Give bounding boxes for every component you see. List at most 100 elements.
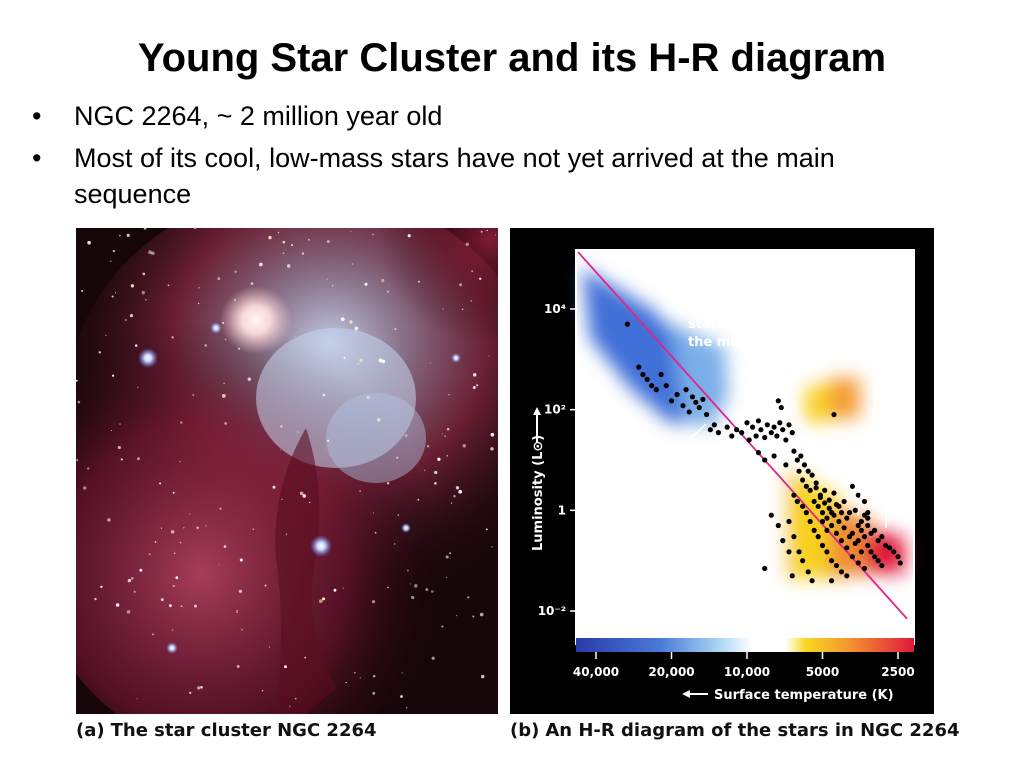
- photo-star: [404, 434, 408, 438]
- star-point: [813, 480, 819, 486]
- y-axis-label: Luminosity (L⊙): [531, 435, 546, 551]
- photo-star: [224, 338, 227, 341]
- star-point: [838, 569, 845, 575]
- photo-star: [112, 250, 115, 253]
- star-point: [855, 492, 861, 498]
- star-point: [813, 485, 819, 491]
- photo-star: [130, 577, 134, 580]
- photo-star: [142, 272, 146, 276]
- photo-star: [350, 231, 352, 233]
- photo-star: [194, 228, 197, 230]
- star-point: [803, 510, 809, 516]
- star-point: [801, 462, 808, 468]
- star-point: [807, 518, 813, 525]
- photo-star: [397, 514, 399, 516]
- photo-star: [486, 229, 488, 232]
- photo-star: [459, 283, 463, 287]
- photo-star: [291, 243, 294, 247]
- star-point: [724, 424, 730, 430]
- photo-star: [366, 395, 371, 400]
- y-axis-ticks: 10⁴ 10² 1 10⁻²: [538, 302, 578, 618]
- star-point: [789, 573, 795, 579]
- photo-star: [461, 308, 464, 310]
- bullet-marker: •: [32, 143, 42, 173]
- bullet-text: Most of its cool, low-mass stars have no…: [74, 143, 835, 209]
- photo-star: [127, 578, 132, 583]
- photo-star: [394, 328, 397, 331]
- photo-star: [239, 558, 243, 562]
- photo-star: [326, 278, 328, 280]
- photo-star: [148, 250, 152, 255]
- star-point: [686, 409, 692, 415]
- star-point: [739, 430, 745, 436]
- star-point: [696, 404, 702, 411]
- x-tick-label: 10,000: [724, 665, 770, 679]
- photo-star: [282, 240, 286, 244]
- star-point: [849, 530, 855, 536]
- photo-star: [294, 697, 297, 700]
- star-point: [809, 578, 815, 584]
- photo-star: [434, 470, 438, 475]
- star-point: [762, 434, 768, 441]
- star-point: [653, 387, 659, 393]
- photo-star: [83, 486, 87, 490]
- star-point: [663, 383, 669, 389]
- photo-star: [449, 552, 452, 555]
- photo-star: [236, 665, 240, 668]
- annotation-line: that most of its cool, low-mass: [688, 299, 914, 314]
- photo-star: [159, 482, 162, 485]
- photo-star: [417, 498, 420, 501]
- annotation-line: stars have not yet arrived at: [688, 317, 898, 332]
- photo-star: [189, 691, 192, 695]
- photo-star: [494, 234, 496, 236]
- star-point: [786, 422, 792, 428]
- star-point: [624, 321, 630, 327]
- temperature-color-bar: [576, 638, 914, 652]
- star-point: [852, 507, 858, 513]
- star-point: [811, 527, 817, 533]
- photo-star: [446, 454, 449, 457]
- photo-star: [76, 459, 79, 462]
- bullet-text: NGC 2264, ~ 2 million year old: [74, 101, 443, 131]
- photo-star: [81, 289, 84, 292]
- star-point: [879, 534, 885, 540]
- star-point: [689, 394, 696, 400]
- photo-star: [426, 445, 430, 448]
- star-point: [879, 562, 885, 569]
- photo-star: [137, 386, 139, 388]
- star-point: [774, 433, 780, 439]
- star-point: [800, 477, 806, 483]
- caption-b: (b) An H-R diagram of the stars in NGC 22…: [510, 720, 960, 741]
- photo-star: [282, 252, 285, 255]
- star-point: [824, 549, 830, 555]
- star-point: [707, 427, 713, 433]
- photo-star: [345, 681, 347, 684]
- photo-star: [359, 677, 362, 679]
- photo-star: [222, 321, 225, 324]
- photo-star: [462, 444, 467, 448]
- bullet-item: • Most of its cool, low-mass stars have …: [32, 140, 932, 212]
- star-point: [796, 468, 802, 474]
- caption-letter: (b): [510, 720, 540, 741]
- photo-star: [465, 242, 469, 246]
- star-point: [771, 424, 777, 430]
- star-point: [819, 518, 826, 525]
- photo-star: [179, 541, 182, 544]
- photo-star: [223, 382, 225, 385]
- bullet-marker: •: [32, 101, 42, 131]
- photo-star: [386, 481, 390, 485]
- star-point: [805, 468, 811, 474]
- photo-star: [357, 363, 359, 365]
- star-point: [674, 391, 680, 398]
- star-point: [815, 534, 821, 540]
- y-axis-label-group: Luminosity (L⊙): [531, 407, 546, 551]
- x-axis-ticks: 40,000 20,000 10,000 5000 2500: [573, 652, 915, 679]
- photo-star: [171, 629, 174, 631]
- star-point: [861, 534, 868, 540]
- photo-star: [400, 695, 403, 698]
- caption-text: An H-R diagram of the stars in NGC 2264: [545, 720, 960, 741]
- photo-star: [221, 394, 226, 398]
- photo-star: [481, 674, 485, 679]
- x-tick-label: 20,000: [648, 665, 694, 679]
- photo-star: [373, 675, 376, 678]
